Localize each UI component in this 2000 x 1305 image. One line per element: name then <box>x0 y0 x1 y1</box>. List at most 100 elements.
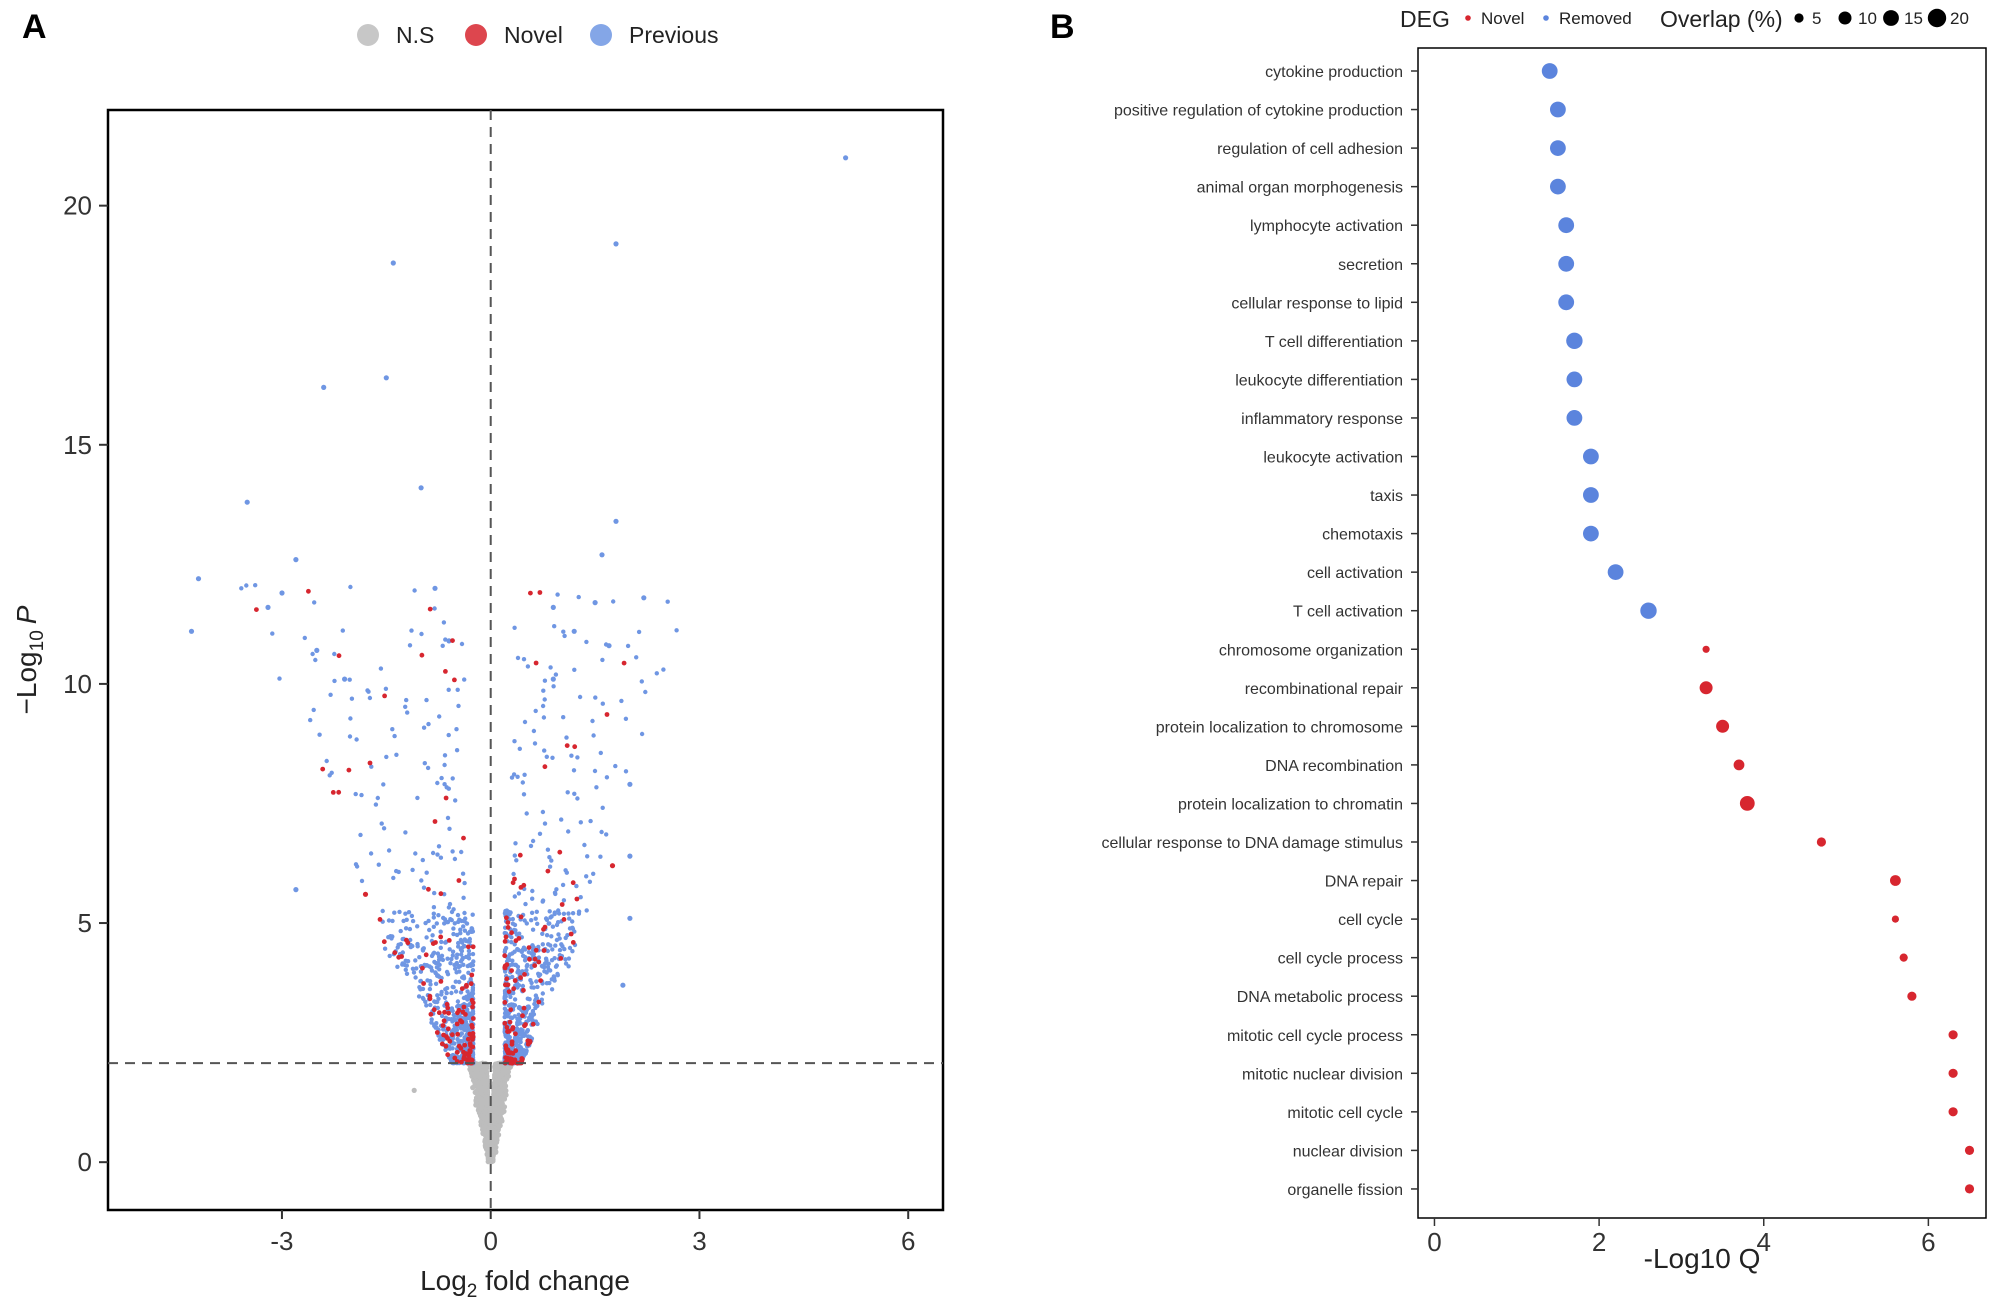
point-novel <box>558 956 564 961</box>
point-previous <box>572 791 577 796</box>
point-previous <box>458 959 464 964</box>
point-previous <box>510 921 516 926</box>
point-previous <box>625 643 631 649</box>
point-novel <box>521 987 526 993</box>
point-ns <box>493 1072 499 1079</box>
point-previous <box>367 695 373 701</box>
point-novel <box>427 606 433 612</box>
point-previous <box>530 896 535 901</box>
point-previous <box>293 887 299 893</box>
point-previous <box>530 927 536 932</box>
point-previous <box>348 584 353 590</box>
point-previous <box>549 858 554 863</box>
point-previous <box>503 1034 509 1039</box>
point-previous <box>455 912 461 918</box>
point-novel <box>469 997 475 1003</box>
point-previous <box>432 890 437 896</box>
point-novel <box>513 1031 518 1037</box>
point-previous <box>526 1004 531 1009</box>
point-previous <box>413 975 418 980</box>
point-previous <box>548 968 553 973</box>
panel-b-x-axis-title: -Log10 Q <box>1644 1243 1761 1274</box>
point-previous <box>429 1017 434 1022</box>
point-ns <box>472 1074 478 1080</box>
point-previous <box>545 847 551 852</box>
point-novel <box>536 959 542 965</box>
point-previous <box>627 915 633 921</box>
point-previous <box>469 926 475 931</box>
point-leukocyte-activation <box>1583 448 1599 465</box>
point-previous <box>397 909 402 915</box>
point-previous <box>431 905 437 910</box>
point-novel <box>516 936 522 941</box>
x-tick-label: 0 <box>483 1226 497 1256</box>
point-previous <box>547 909 552 914</box>
point-previous <box>511 772 517 777</box>
point-previous <box>567 926 573 931</box>
term-label-leukocyte-activation: leukocyte activation <box>1263 450 1403 467</box>
point-previous <box>435 780 440 786</box>
point-novel <box>254 607 259 612</box>
point-previous <box>369 764 374 769</box>
point-ns <box>479 1068 486 1074</box>
point-novel <box>466 1053 472 1059</box>
point-novel <box>441 1032 446 1038</box>
point-previous <box>512 894 517 899</box>
point-previous <box>421 885 427 890</box>
point-previous <box>407 926 413 932</box>
legend-size-title: Overlap (%) <box>1660 6 1783 32</box>
point-ns <box>481 1097 487 1103</box>
point-previous <box>314 647 320 654</box>
point-novel <box>574 896 580 902</box>
point-previous <box>375 795 380 801</box>
point-previous <box>553 672 559 677</box>
point-previous <box>394 868 399 874</box>
point-previous <box>516 968 521 973</box>
point-previous <box>536 955 542 960</box>
point-cell-activation <box>1607 564 1624 580</box>
point-previous <box>540 942 545 947</box>
point-previous <box>576 911 582 916</box>
term-label-t-cell-differentiation: T cell differentiation <box>1265 334 1403 351</box>
point-previous <box>598 750 603 756</box>
point-previous <box>386 918 392 923</box>
point-novel <box>509 1056 514 1062</box>
point-previous <box>424 1003 429 1008</box>
point-previous <box>567 916 572 921</box>
point-previous <box>452 856 458 862</box>
point-novel <box>336 653 342 659</box>
point-previous <box>465 989 470 994</box>
point-novel <box>542 764 548 770</box>
point-novel <box>502 953 508 959</box>
point-novel <box>526 945 532 950</box>
point-previous <box>427 986 433 992</box>
legend-size-10: 10 <box>1838 9 1877 28</box>
point-previous <box>557 947 563 953</box>
point-ns <box>498 1100 504 1106</box>
point-previous <box>534 909 539 914</box>
term-label-protein-localization-to-chromosome: protein localization to chromosome <box>1156 719 1403 736</box>
point-previous <box>404 971 410 976</box>
point-novel <box>456 1043 462 1049</box>
point-previous <box>572 667 577 672</box>
point-previous <box>540 703 546 709</box>
point-previous <box>542 961 548 966</box>
point-novel <box>466 944 471 950</box>
point-previous <box>462 928 468 933</box>
point-previous <box>468 977 473 982</box>
point-previous <box>381 826 387 831</box>
x-tick-label: 0 <box>1427 1227 1441 1257</box>
term-label-animal-organ-morphogenesis: animal organ morphogenesis <box>1197 180 1403 197</box>
point-previous <box>530 888 535 894</box>
point-previous <box>467 952 472 957</box>
point-previous <box>641 595 647 601</box>
point-previous <box>512 1014 517 1019</box>
point-previous <box>516 1012 521 1017</box>
point-previous <box>447 947 452 952</box>
point-previous <box>390 260 396 266</box>
point-previous <box>464 1016 469 1021</box>
point-previous <box>627 781 633 787</box>
point-novel <box>446 1010 451 1016</box>
point-previous <box>578 895 583 900</box>
point-novel <box>559 902 565 907</box>
